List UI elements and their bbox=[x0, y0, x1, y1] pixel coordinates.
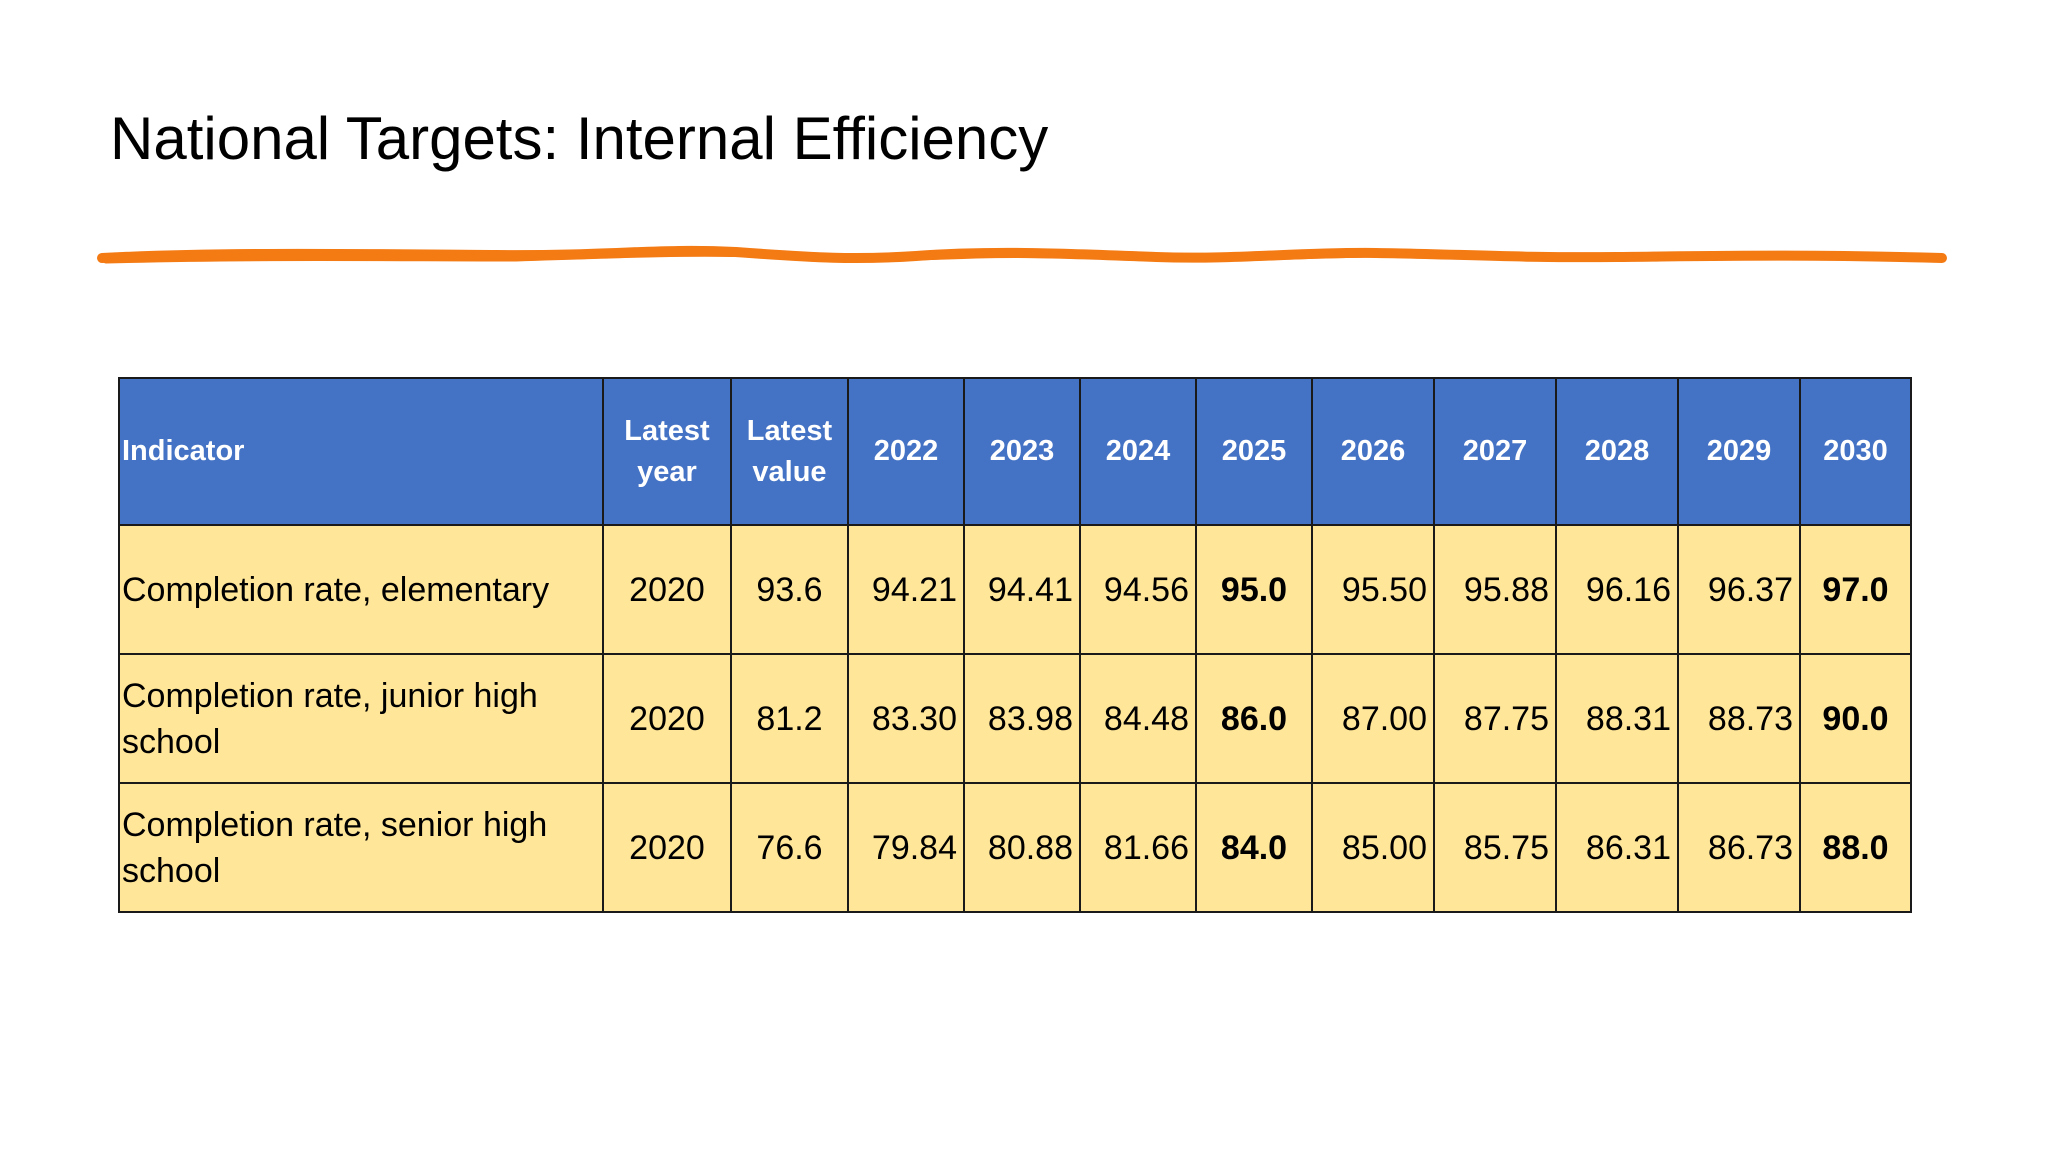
year-column-header: 2023 bbox=[963, 377, 1081, 526]
table-header-row: Indicator Latest year Latest value 2022 … bbox=[118, 377, 1912, 526]
target-value-cell: 96.37 bbox=[1677, 524, 1801, 655]
target-value-cell: 83.98 bbox=[963, 653, 1081, 784]
target-value-cell: 87.75 bbox=[1433, 653, 1557, 784]
year-column-header: 2022 bbox=[847, 377, 965, 526]
latest-value-column-header: Latest value bbox=[730, 377, 849, 526]
target-value-cell: 95.50 bbox=[1311, 524, 1435, 655]
year-column-header: 2026 bbox=[1311, 377, 1435, 526]
national-targets-table: Indicator Latest year Latest value 2022 … bbox=[118, 377, 1912, 913]
latest-value-cell: 76.6 bbox=[730, 782, 849, 913]
target-value-cell: 81.66 bbox=[1079, 782, 1197, 913]
final-target-cell: 88.0 bbox=[1799, 782, 1912, 913]
target-value-cell: 84.48 bbox=[1079, 653, 1197, 784]
target-value-cell: 88.31 bbox=[1555, 653, 1679, 784]
year-column-header: 2028 bbox=[1555, 377, 1679, 526]
indicator-cell: Completion rate, senior high school bbox=[118, 782, 604, 913]
indicator-cell: Completion rate, elementary bbox=[118, 524, 604, 655]
latest-year-column-header: Latest year bbox=[602, 377, 732, 526]
slide-title: National Targets: Internal Efficiency bbox=[110, 105, 1049, 172]
latest-value-cell: 93.6 bbox=[730, 524, 849, 655]
year-column-header: 2024 bbox=[1079, 377, 1197, 526]
final-target-cell: 97.0 bbox=[1799, 524, 1912, 655]
year-column-header: 2030 bbox=[1799, 377, 1912, 526]
target-value-cell: 83.30 bbox=[847, 653, 965, 784]
table-row-elementary: Completion rate, elementary 2020 93.6 94… bbox=[118, 524, 1912, 655]
table-row-junior-high: Completion rate, junior high school 2020… bbox=[118, 653, 1912, 784]
target-value-cell: 80.88 bbox=[963, 782, 1081, 913]
milestone-target-cell: 86.0 bbox=[1195, 653, 1313, 784]
year-column-header: 2029 bbox=[1677, 377, 1801, 526]
target-value-cell: 94.41 bbox=[963, 524, 1081, 655]
target-value-cell: 95.88 bbox=[1433, 524, 1557, 655]
target-value-cell: 94.56 bbox=[1079, 524, 1197, 655]
target-value-cell: 88.73 bbox=[1677, 653, 1801, 784]
indicator-cell: Completion rate, junior high school bbox=[118, 653, 604, 784]
target-value-cell: 85.75 bbox=[1433, 782, 1557, 913]
final-target-cell: 90.0 bbox=[1799, 653, 1912, 784]
milestone-target-cell: 84.0 bbox=[1195, 782, 1313, 913]
target-value-cell: 85.00 bbox=[1311, 782, 1435, 913]
table-row-senior-high: Completion rate, senior high school 2020… bbox=[118, 782, 1912, 913]
latest-value-cell: 81.2 bbox=[730, 653, 849, 784]
latest-year-cell: 2020 bbox=[602, 524, 732, 655]
target-value-cell: 79.84 bbox=[847, 782, 965, 913]
latest-year-cell: 2020 bbox=[602, 653, 732, 784]
milestone-target-cell: 95.0 bbox=[1195, 524, 1313, 655]
target-value-cell: 94.21 bbox=[847, 524, 965, 655]
latest-year-cell: 2020 bbox=[602, 782, 732, 913]
target-value-cell: 86.31 bbox=[1555, 782, 1679, 913]
year-column-header: 2025 bbox=[1195, 377, 1313, 526]
target-value-cell: 87.00 bbox=[1311, 653, 1435, 784]
indicator-column-header: Indicator bbox=[118, 377, 604, 526]
year-column-header: 2027 bbox=[1433, 377, 1557, 526]
target-value-cell: 86.73 bbox=[1677, 782, 1801, 913]
target-value-cell: 96.16 bbox=[1555, 524, 1679, 655]
orange-brush-divider bbox=[97, 245, 1947, 264]
